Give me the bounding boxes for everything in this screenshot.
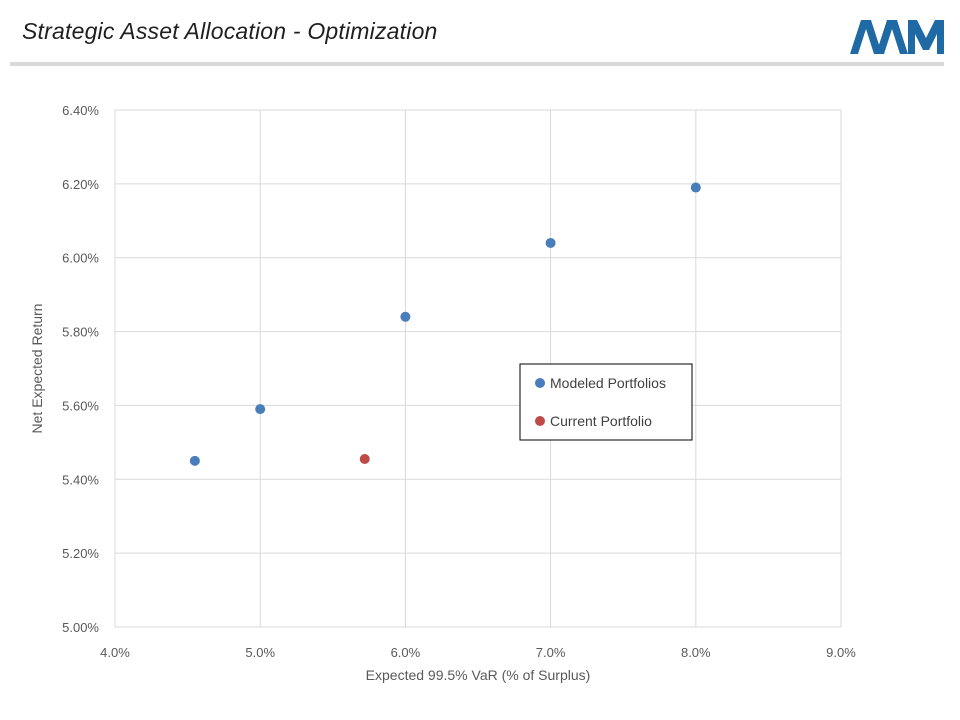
x-tick-label: 5.0% <box>245 645 275 660</box>
y-tick-label: 5.60% <box>62 398 99 413</box>
x-tick-label: 8.0% <box>681 645 711 660</box>
data-point-modeled <box>400 311 411 322</box>
logo-mark <box>850 20 944 54</box>
legend-label: Modeled Portfolios <box>550 375 666 391</box>
data-point-modeled <box>690 182 701 193</box>
x-tick-label: 9.0% <box>826 645 856 660</box>
y-tick-label: 5.80% <box>62 325 99 340</box>
x-tick-label: 4.0% <box>100 645 130 660</box>
x-tick-label: 6.0% <box>391 645 421 660</box>
x-tick-label: 7.0% <box>536 645 566 660</box>
chart-tick-labels: 4.0% 5.0% 6.0% 7.0% 8.0% 9.0% 5.00% 5.20% 5.40% 5… <box>62 103 856 660</box>
data-point-modeled <box>545 237 556 248</box>
logo-letter-a1 <box>850 20 882 54</box>
x-axis-title: Expected 99.5% VaR (% of Surplus) <box>366 667 591 683</box>
legend-label: Current Portfolio <box>550 413 652 429</box>
y-tick-label: 5.40% <box>62 472 99 487</box>
y-tick-label: 6.20% <box>62 177 99 192</box>
data-point-modeled <box>255 404 266 415</box>
legend-marker <box>535 378 545 388</box>
page-title: Strategic Asset Allocation - Optimizatio… <box>22 18 438 44</box>
y-tick-label: 6.00% <box>62 251 99 266</box>
chart-points <box>189 182 701 466</box>
legend-box <box>519 363 693 441</box>
logo-letter-a2 <box>876 20 908 54</box>
legend-marker <box>535 416 545 426</box>
y-tick-label: 5.20% <box>62 546 99 561</box>
y-tick-label: 6.40% <box>62 103 99 118</box>
y-axis-title: Net Expected Return <box>29 304 45 434</box>
y-tick-label: 5.00% <box>62 620 99 635</box>
data-point-current <box>359 453 370 464</box>
chart-legend: Modeled Portfolios Current Portfolio <box>519 363 693 441</box>
logo-letter-m <box>908 20 944 54</box>
title-divider <box>10 62 944 66</box>
data-point-modeled <box>189 455 200 466</box>
chart-grid <box>114 109 842 628</box>
company-logo <box>850 20 944 54</box>
